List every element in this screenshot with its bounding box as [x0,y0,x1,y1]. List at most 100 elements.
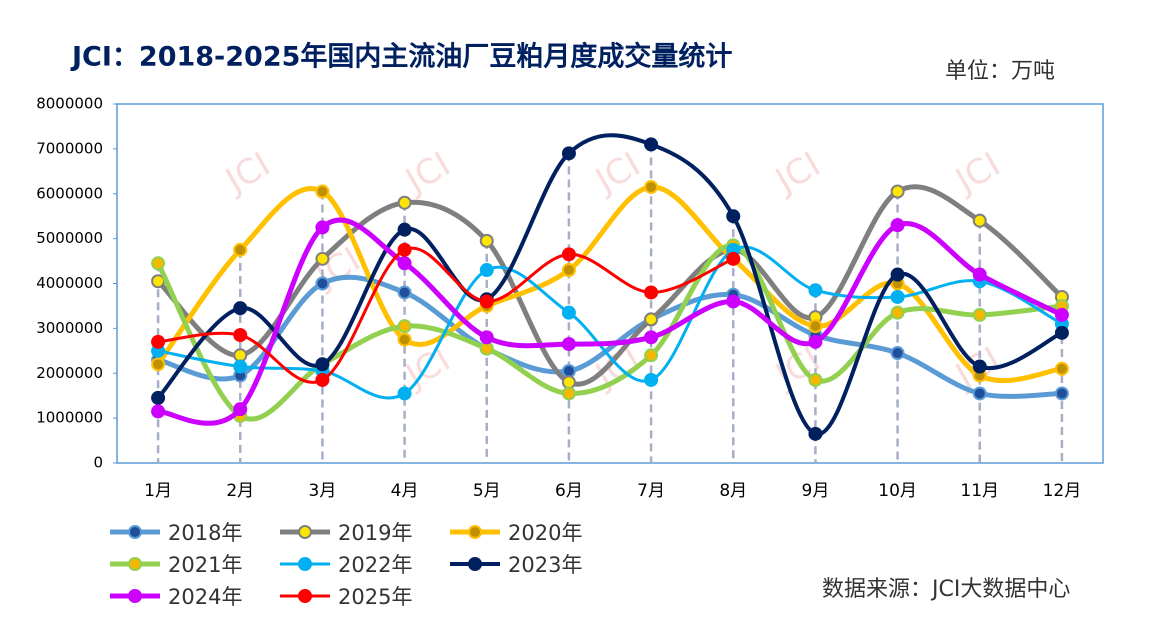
data-point [315,357,330,372]
y-tick-label: 5000000 [36,229,103,247]
data-point [315,372,330,387]
legend-marker [128,525,142,539]
data-point [644,180,659,195]
legend-marker [128,557,142,571]
x-tick-label: 4月 [391,481,419,501]
data-point [479,263,494,278]
data-point [479,341,494,356]
x-tick-label: 11月 [960,481,999,501]
data-point [561,386,576,401]
legend-label: 2020年 [508,521,582,545]
data-point [644,372,659,387]
data-point [397,256,412,271]
legend-label: 2023年 [508,553,582,577]
data-point [561,364,576,379]
data-point [151,357,166,372]
x-tick-label: 9月 [802,481,830,501]
legend-marker [468,557,482,571]
data-point [151,256,166,271]
data-point [233,402,248,417]
data-point [397,332,412,347]
legend-marker [298,525,312,539]
x-tick-label: 8月 [719,481,747,501]
legend-marker [128,589,142,603]
y-tick-label: 1000000 [36,409,103,427]
data-point [151,334,166,349]
legend-label: 2025年 [338,585,412,609]
y-tick-label: 0 [93,454,103,472]
data-point [890,305,905,320]
data-point [397,386,412,401]
data-point [233,359,248,374]
x-tick-label: 7月 [637,481,665,501]
data-point [644,330,659,345]
legend-marker [298,589,312,603]
data-point [644,137,659,152]
x-tick-label: 6月 [555,481,583,501]
data-point [808,319,823,334]
data-point [561,337,576,352]
data-point [972,267,987,282]
y-tick-label: 4000000 [36,274,103,292]
x-tick-label: 12月 [1043,481,1082,501]
legend-marker [468,525,482,539]
data-point [808,283,823,298]
watermark: JCI [768,144,828,202]
data-point [561,146,576,161]
data-point [233,242,248,257]
legend-label: 2018年 [168,521,242,545]
y-tick-label: 2000000 [36,364,103,382]
data-point [315,276,330,291]
legend-label: 2019年 [338,521,412,545]
data-point [561,263,576,278]
data-point [644,312,659,327]
y-tick-label: 3000000 [36,319,103,337]
data-point [151,390,166,405]
data-point [972,386,987,401]
data-point [479,233,494,248]
data-point [808,334,823,349]
data-point [644,348,659,363]
chart-title: JCI：2018-2025年国内主流油厂豆粕月度成交量统计 [70,41,732,73]
data-point [233,328,248,343]
watermark: JCI [218,144,278,202]
data-point [726,209,741,224]
data-point [151,404,166,419]
data-point [972,307,987,322]
data-point [808,426,823,441]
y-tick-label: 6000000 [36,184,103,202]
data-point [1054,307,1069,322]
y-tick-label: 8000000 [36,95,103,113]
data-point [726,251,741,266]
watermark: JCI [948,144,1008,202]
legend-label: 2022年 [338,553,412,577]
x-tick-label: 2月 [226,481,254,501]
data-point [397,242,412,257]
data-point [479,294,494,309]
data-point [397,195,412,210]
data-point [1054,386,1069,401]
data-point [561,247,576,262]
data-point [890,289,905,304]
data-point [890,346,905,361]
data-point [397,285,412,300]
legend-marker [298,557,312,571]
x-tick-label: 3月 [309,481,337,501]
data-point [1054,325,1069,340]
data-point [890,218,905,233]
data-point [315,220,330,235]
data-point [397,222,412,237]
data-point [561,305,576,320]
unit-label: 单位：万吨 [945,59,1055,84]
y-tick-label: 7000000 [36,139,103,157]
data-point [726,294,741,309]
data-point [890,267,905,282]
x-tick-label: 1月 [144,481,172,501]
x-tick-label: 5月 [473,481,501,501]
data-point [315,251,330,266]
data-point [479,330,494,345]
data-point [808,372,823,387]
data-point [561,375,576,390]
data-point [972,213,987,228]
data-point [644,285,659,300]
